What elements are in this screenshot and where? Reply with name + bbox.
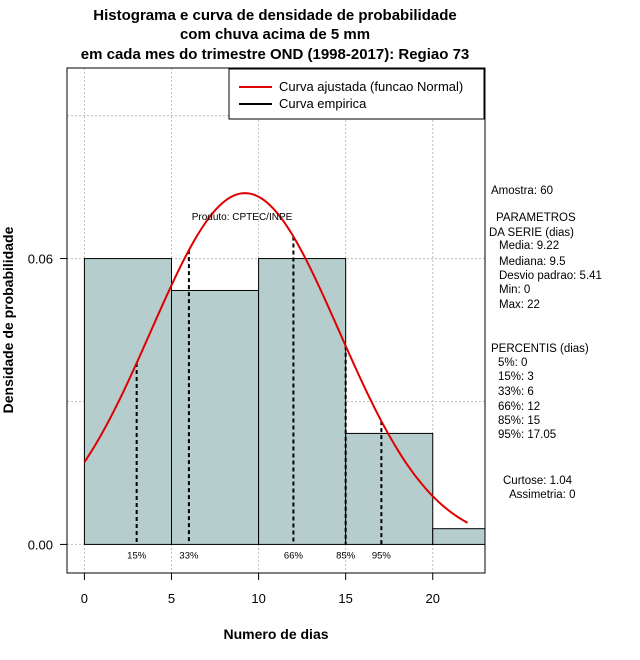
x-axis-title: Numero de dias	[223, 626, 328, 642]
legend-box	[228, 68, 485, 120]
histogram-bars	[83, 258, 486, 545]
stat-assimetria: Assimetria: 0	[509, 489, 575, 501]
chart-title-line-3: em cada mes do trimestre OND (1998-2017)…	[81, 46, 470, 63]
stat-parametros-subtitle: DA SERIE (dias)	[489, 227, 574, 239]
histogram-bar-2	[258, 258, 347, 545]
stat-p66: 66%: 12	[498, 401, 540, 413]
x-tick-label-3: 15	[338, 591, 352, 606]
x-tick-label-2: 10	[251, 591, 265, 606]
stat-percentis-title: PERCENTIS (dias)	[491, 343, 589, 355]
stat-p85: 85%: 15	[498, 415, 540, 427]
percentile-label-3: 85%	[336, 550, 356, 561]
histogram-bar-3	[345, 432, 434, 545]
stat-min: Min: 0	[499, 284, 530, 296]
stat-max: Max: 22	[499, 299, 540, 311]
percentile-label-4: 95%	[372, 550, 392, 561]
stat-media: Media: 9.22	[499, 240, 559, 252]
histogram-bar-0	[83, 258, 172, 545]
stat-curtose: Curtose: 1.04	[503, 475, 573, 487]
x-tick-label-0: 0	[81, 591, 88, 606]
stat-p5: 5%: 0	[498, 357, 527, 369]
legend-empirical-label: Curva empirica	[279, 96, 367, 111]
y-tick-label-1: 0.06	[28, 252, 53, 267]
stat-desvio: Desvio padrao: 5.41	[499, 270, 602, 282]
histogram-bar-4	[432, 528, 486, 545]
stat-parametros-title: PARAMETROS	[496, 212, 576, 224]
legend: Curva ajustada (funcao Normal) Curva emp…	[228, 68, 485, 120]
legend-normal-label: Curva ajustada (funcao Normal)	[279, 79, 463, 94]
percentile-lines: 15% 33% 66% 85% 95%	[127, 236, 392, 561]
product-credit: Produto: CPTEC/INPE	[192, 212, 293, 223]
percentile-label-2: 66%	[284, 550, 304, 561]
axes: 0 5 10 15 20 0.00 0.06	[28, 252, 440, 606]
stat-mediana: Mediana: 9.5	[499, 256, 566, 268]
percentile-label-0: 15%	[127, 550, 147, 561]
chart-title-line-2: com chuva acima de 5 mm	[180, 26, 370, 43]
statistics-panel: Amostra: 60 PARAMETROS DA SERIE (dias) M…	[489, 185, 602, 501]
chart-title-line-1: Histograma e curva de densidade de proba…	[93, 7, 456, 24]
stat-amostra: Amostra: 60	[491, 185, 553, 197]
x-tick-label-4: 20	[426, 591, 440, 606]
y-axis-title: Densidade de probabilidade	[0, 226, 16, 413]
normal-curve-line	[83, 192, 469, 524]
y-tick-label-0: 0.00	[28, 537, 53, 552]
x-tick-label-1: 5	[168, 591, 175, 606]
stat-p95: 95%: 17.05	[498, 429, 556, 441]
histogram-bar-1	[171, 289, 260, 545]
percentile-label-1: 33%	[179, 550, 199, 561]
stat-p15: 15%: 3	[498, 371, 534, 383]
stat-p33: 33%: 6	[498, 386, 534, 398]
